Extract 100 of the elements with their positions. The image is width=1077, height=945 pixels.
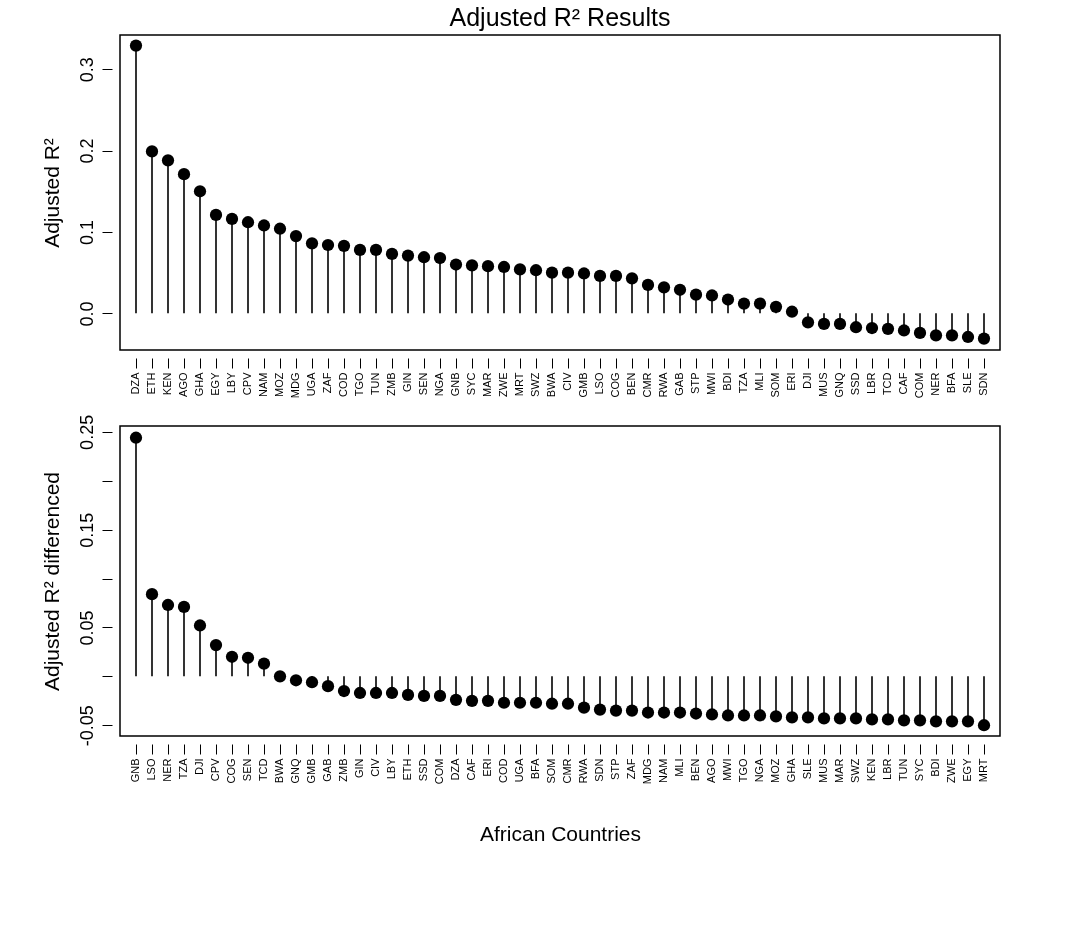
x-tick-label: BEN	[689, 758, 701, 782]
x-tick-label: KEN	[161, 372, 173, 396]
x-tick-label: SDN	[593, 758, 605, 782]
x-tick-label: NAM	[657, 758, 669, 783]
y-axis-title: Adjusted R²	[39, 138, 63, 248]
x-tick-label: MRT	[977, 758, 989, 783]
x-tick-label: CPV	[209, 757, 221, 782]
x-tick-label: COD	[497, 758, 509, 783]
x-tick-label: CAF	[465, 758, 477, 781]
x-tick-label: TUN	[369, 372, 381, 396]
x-tick-label: GNQ	[833, 372, 845, 398]
y-tick-label: 0.1	[76, 219, 97, 245]
x-tick-label: MRT	[513, 372, 525, 397]
x-tick-label: COG	[609, 372, 621, 398]
x-tick-label: RWA	[577, 757, 589, 784]
x-tick-label: AGO	[705, 758, 717, 783]
x-tick-label: GMB	[305, 758, 317, 784]
x-tick-label: NER	[161, 758, 173, 782]
x-tick-label: UGA	[305, 371, 317, 397]
x-tick-label: ZMB	[385, 372, 397, 396]
x-tick-label: MWI	[705, 372, 717, 396]
x-tick-label: SYC	[913, 758, 925, 782]
x-tick-label: LBR	[865, 372, 877, 394]
x-tick-label: SLE	[801, 758, 813, 780]
x-tick-label: MLI	[673, 758, 685, 777]
x-tick-label: BDI	[929, 758, 941, 777]
x-tick-label: SOM	[545, 758, 557, 784]
x-tick-label: MUS	[817, 372, 829, 397]
x-tick-label: GIN	[401, 372, 413, 393]
x-tick-label: MOZ	[273, 372, 285, 397]
x-tick-label: TCD	[257, 758, 269, 782]
x-tick-label: GNB	[449, 372, 461, 397]
x-tick-label: BDI	[721, 372, 733, 391]
x-tick-label: LSO	[145, 758, 157, 781]
x-tick-label: DJI	[801, 372, 813, 389]
x-tick-label: NGA	[753, 757, 765, 783]
x-tick-label: AGO	[177, 372, 189, 397]
x-tick-label: ZAF	[625, 758, 637, 780]
x-tick-label: BWA	[545, 371, 557, 398]
x-tick-label: TGO	[737, 758, 749, 783]
x-tick-label: EGY	[961, 757, 973, 782]
x-tick-label: MLI	[753, 372, 765, 391]
x-axis-title: African Countries	[479, 822, 642, 846]
y-tick-label: 0.3	[76, 57, 97, 83]
x-tick-label: GNB	[129, 758, 141, 783]
x-tick-label: COM	[913, 372, 925, 399]
x-tick-label: MAR	[833, 758, 845, 783]
x-tick-label: SEN	[417, 372, 429, 396]
y-tick-label: 0.15	[76, 512, 97, 548]
x-tick-label: COG	[225, 758, 237, 784]
x-tick-label: NGA	[433, 371, 445, 397]
y-tick-label: 0.05	[76, 610, 97, 646]
x-tick-label: SWZ	[849, 758, 861, 783]
x-tick-label: EGY	[209, 371, 221, 396]
x-tick-label: BFA	[945, 371, 957, 394]
x-tick-label: KEN	[865, 758, 877, 782]
x-tick-label: GNQ	[289, 758, 301, 784]
x-tick-label: BEN	[625, 372, 637, 396]
x-tick-label: GMB	[577, 372, 589, 398]
x-tick-label: CIV	[561, 371, 573, 391]
x-tick-label: ZMB	[337, 758, 349, 782]
x-tick-label: ZWE	[497, 372, 509, 397]
x-tick-label: SYC	[465, 372, 477, 396]
x-tick-label: CIV	[369, 757, 381, 777]
x-tick-label: ETH	[145, 372, 157, 395]
x-tick-label: GAB	[321, 758, 333, 782]
x-tick-label: BFA	[529, 757, 541, 780]
x-tick-label: TCD	[881, 372, 893, 396]
y-tick-label: 0.2	[76, 138, 97, 164]
x-tick-label: GIN	[353, 758, 365, 779]
x-tick-label: MUS	[817, 758, 829, 783]
x-tick-label: STP	[689, 372, 701, 394]
x-tick-label: SOM	[769, 372, 781, 398]
x-tick-label: MDG	[289, 372, 301, 399]
x-tick-label: SSD	[417, 758, 429, 782]
x-tick-label: STP	[609, 758, 621, 780]
x-tick-label: UGA	[513, 757, 525, 783]
x-tick-label: ZAF	[321, 372, 333, 394]
x-tick-label: TGO	[353, 372, 365, 397]
x-tick-label: DZA	[129, 371, 141, 395]
y-tick-label: 0.0	[76, 301, 97, 327]
x-tick-label: SDN	[977, 372, 989, 396]
x-tick-label: MOZ	[769, 758, 781, 783]
x-tick-label: MDG	[641, 758, 653, 785]
x-tick-label: TUN	[897, 758, 909, 782]
x-tick-label: BWA	[273, 757, 285, 784]
x-tick-label: SSD	[849, 372, 861, 396]
y-tick-label: 0.25	[76, 414, 97, 450]
x-tick-label: GHA	[785, 757, 797, 783]
x-tick-label: RWA	[657, 371, 669, 398]
x-tick-label: MAR	[481, 372, 493, 397]
x-tick-label: SLE	[961, 372, 973, 394]
x-tick-label: ETH	[401, 758, 413, 781]
x-tick-label: SEN	[241, 758, 253, 782]
x-tick-label: MWI	[721, 758, 733, 782]
x-tick-label: DJI	[193, 758, 205, 775]
x-tick-label: TZA	[737, 371, 749, 394]
x-tick-label: CMR	[561, 758, 573, 784]
x-tick-label: NAM	[257, 372, 269, 397]
x-tick-label: CAF	[897, 372, 909, 395]
